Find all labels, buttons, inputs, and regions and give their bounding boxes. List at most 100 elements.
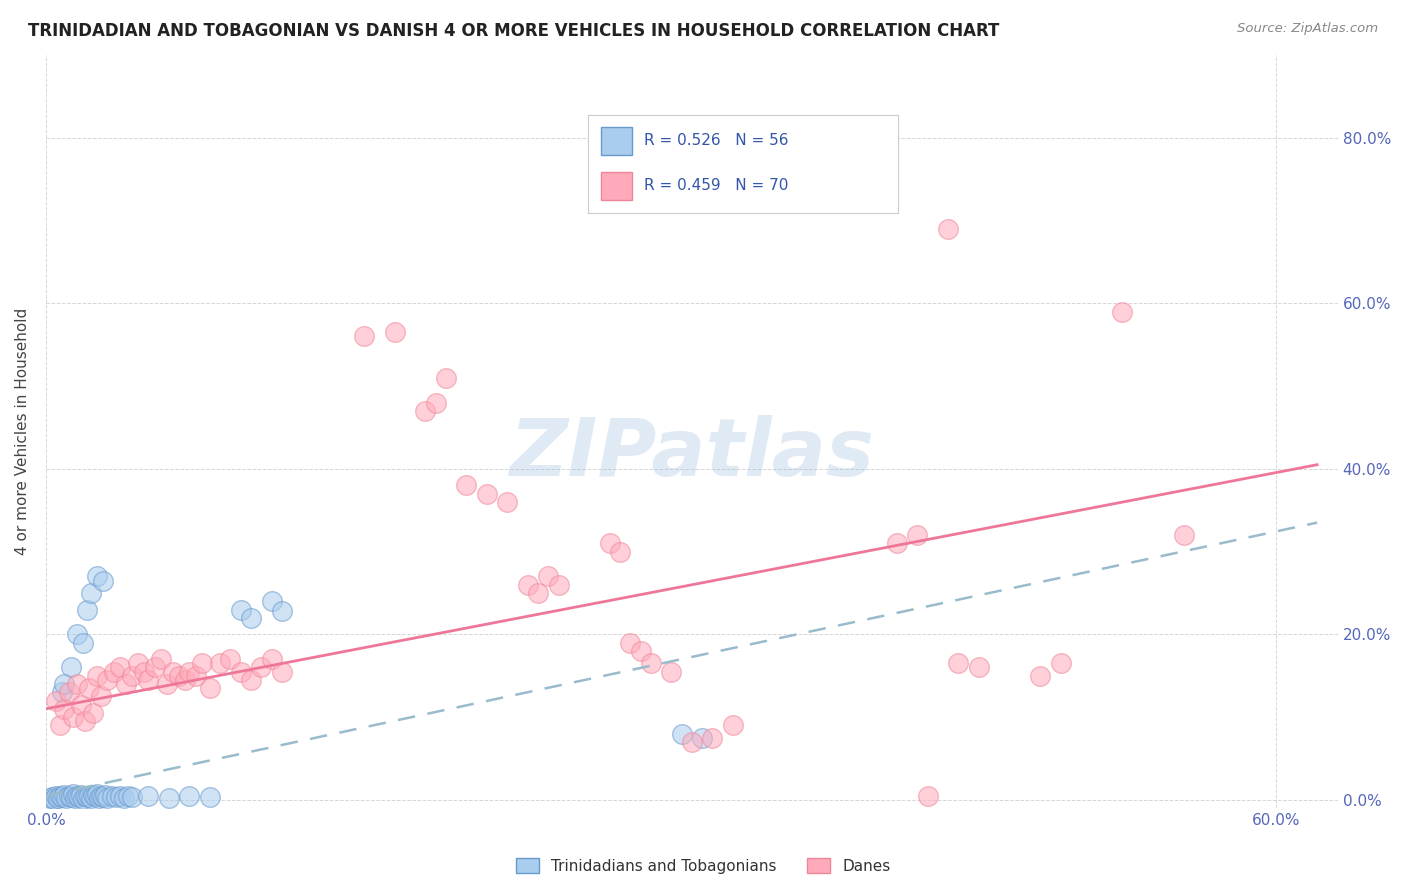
Point — [121, 669, 143, 683]
Point — [948, 657, 970, 671]
Point — [516, 577, 538, 591]
Point — [117, 789, 139, 804]
Point — [104, 790, 127, 805]
Point — [270, 665, 292, 679]
Point — [108, 789, 131, 803]
Point — [66, 677, 89, 691]
Point — [73, 714, 96, 729]
Point — [179, 789, 201, 804]
Point — [886, 536, 908, 550]
Point — [90, 789, 112, 803]
Point — [77, 789, 100, 803]
Point — [69, 698, 91, 712]
Point — [127, 657, 149, 671]
Point — [184, 669, 207, 683]
Point — [240, 611, 263, 625]
Text: Source: ZipAtlas.com: Source: ZipAtlas.com — [1237, 22, 1378, 36]
Point — [45, 789, 67, 803]
Point — [53, 702, 76, 716]
Point — [721, 718, 744, 732]
Point — [90, 690, 112, 704]
Point — [413, 404, 436, 418]
Point — [229, 665, 252, 679]
Point — [198, 790, 221, 805]
Point — [49, 789, 72, 804]
Point — [162, 665, 184, 679]
Point — [82, 788, 104, 802]
Point — [58, 789, 80, 804]
Point — [93, 790, 115, 805]
Point — [174, 673, 197, 687]
Point — [96, 791, 118, 805]
Point — [86, 787, 108, 801]
Point — [66, 789, 89, 803]
Point — [157, 791, 180, 805]
Point — [49, 718, 72, 732]
Point — [51, 685, 73, 699]
Point — [46, 791, 69, 805]
Point — [138, 789, 160, 803]
Point — [66, 627, 89, 641]
Point — [53, 677, 76, 691]
Point — [96, 673, 118, 687]
Point — [80, 791, 103, 805]
Point — [1173, 528, 1195, 542]
Point — [475, 486, 498, 500]
Point — [609, 544, 631, 558]
Point — [191, 657, 214, 671]
Point — [76, 602, 98, 616]
Point — [82, 706, 104, 720]
Point — [156, 677, 179, 691]
Point — [94, 788, 117, 802]
Point — [143, 660, 166, 674]
Point — [537, 569, 560, 583]
Point — [434, 371, 457, 385]
Point — [681, 735, 703, 749]
Point — [103, 665, 125, 679]
Legend: Trinidadians and Tobagonians, Danes: Trinidadians and Tobagonians, Danes — [509, 852, 897, 880]
Point — [967, 660, 990, 674]
Point — [80, 586, 103, 600]
Point — [229, 602, 252, 616]
Point — [1111, 304, 1133, 318]
Point — [149, 652, 172, 666]
Point — [917, 789, 939, 803]
Point — [425, 395, 447, 409]
Point — [67, 790, 90, 805]
Point — [198, 681, 221, 695]
Point — [63, 791, 86, 805]
Point — [41, 790, 63, 805]
Point — [86, 669, 108, 683]
Point — [55, 791, 77, 805]
Point — [86, 569, 108, 583]
Point — [630, 644, 652, 658]
Point — [72, 792, 94, 806]
Point — [936, 222, 959, 236]
Text: ZIPatlas: ZIPatlas — [509, 415, 875, 493]
Point — [905, 528, 928, 542]
Point — [659, 665, 682, 679]
Point — [134, 665, 156, 679]
Point — [456, 478, 478, 492]
Point — [112, 791, 135, 805]
Point — [59, 790, 82, 805]
Point — [108, 660, 131, 674]
Point — [76, 790, 98, 805]
Point — [179, 665, 201, 679]
Point — [240, 673, 263, 687]
Point — [45, 693, 67, 707]
Point — [121, 790, 143, 805]
Text: TRINIDADIAN AND TOBAGONIAN VS DANISH 4 OR MORE VEHICLES IN HOUSEHOLD CORRELATION: TRINIDADIAN AND TOBAGONIAN VS DANISH 4 O… — [28, 22, 1000, 40]
Point — [69, 788, 91, 802]
Point — [599, 536, 621, 550]
Point — [62, 710, 84, 724]
Point — [527, 586, 550, 600]
Point — [219, 652, 242, 666]
Point — [260, 594, 283, 608]
Point — [59, 660, 82, 674]
Point — [51, 790, 73, 805]
Point — [496, 495, 519, 509]
Point — [62, 787, 84, 801]
Point — [270, 604, 292, 618]
Point — [250, 660, 273, 674]
